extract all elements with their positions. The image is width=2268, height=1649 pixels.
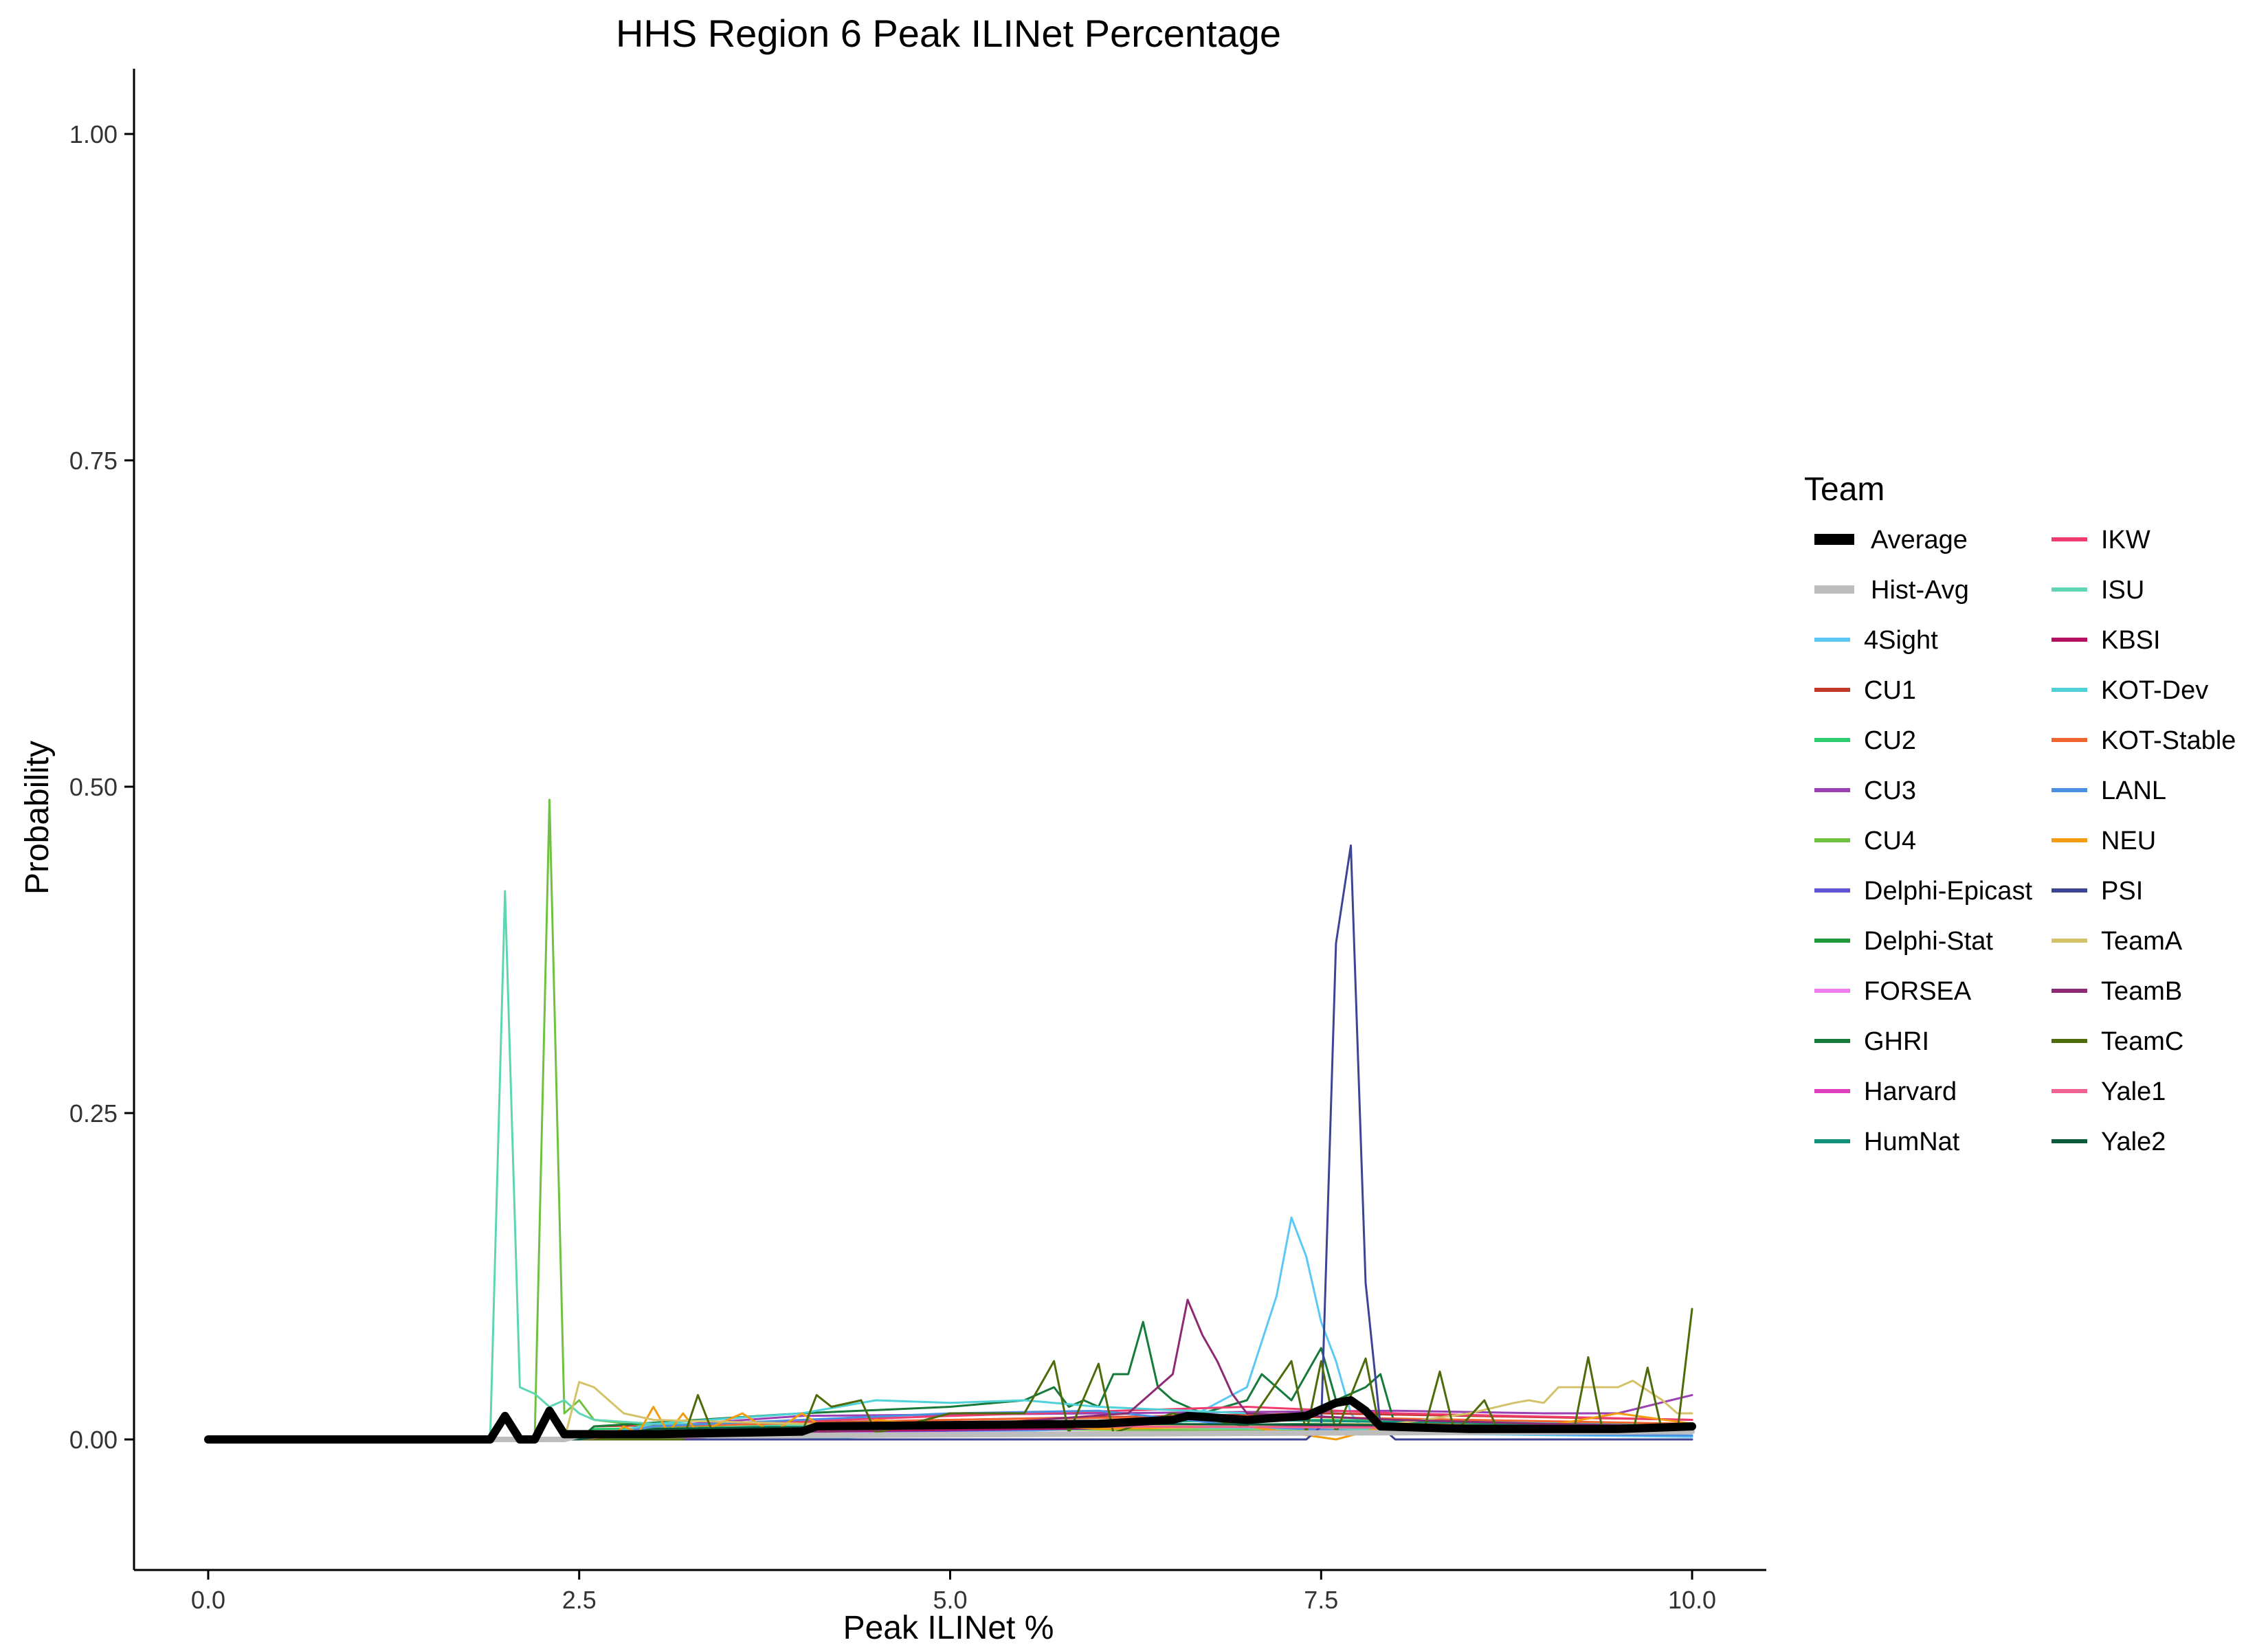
legend-label-ghri: GHRI (1864, 1027, 1929, 1056)
legend-label-hist-avg: Hist-Avg (1871, 576, 1969, 605)
legend: Team Average Hist-Avg 4Sight CU1 CU2 CU3 CU4 De… (1804, 471, 2236, 1156)
legend-label-cu3: CU3 (1864, 776, 1916, 805)
legend-label-kot-stable: KOT-Stable (2101, 726, 2236, 755)
legend-label-4sight: 4Sight (1864, 626, 1938, 655)
x-tick-label: 7.5 (1304, 1586, 1338, 1614)
legend-label-teamc: TeamC (2101, 1027, 2183, 1056)
y-tick-label: 0.00 (69, 1426, 118, 1454)
legend-label-humnat: HumNat (1864, 1128, 1960, 1156)
y-tick-label: 0.75 (69, 447, 118, 475)
legend-label-yale1: Yale1 (2101, 1077, 2166, 1106)
legend-label-teamb: TeamB (2101, 977, 2182, 1006)
legend-label-teama: TeamA (2101, 927, 2183, 956)
series-layer (204, 798, 1696, 1444)
legend-label-delphi-epicast: Delphi-Epicast (1864, 877, 2032, 906)
legend-label-ikw: IKW (2101, 526, 2150, 554)
y-tick-label: 0.50 (69, 773, 118, 801)
legend-items: Average Hist-Avg 4Sight CU1 CU2 CU3 CU4 Delphi-… (1814, 526, 2236, 1156)
y-tick-label: 1.00 (69, 120, 118, 148)
y-axis-ticks: 0.00 0.25 0.50 0.75 1.00 (69, 120, 134, 1454)
legend-label-delphi-stat: Delphi-Stat (1864, 927, 1993, 956)
series-line-teamb (207, 1299, 1693, 1441)
x-tick-label: 2.5 (562, 1586, 597, 1614)
x-tick-label: 10.0 (1668, 1586, 1716, 1614)
legend-label-isu: ISU (2101, 576, 2144, 605)
legend-label-kot-dev: KOT-Dev (2101, 676, 2208, 705)
legend-label-cu1: CU1 (1864, 676, 1916, 705)
series-line-cu4 (207, 798, 1693, 1441)
x-tick-label: 5.0 (933, 1586, 967, 1614)
series-line-average (204, 1396, 1696, 1444)
x-axis-ticks: 0.0 2.5 5.0 7.5 10.0 (191, 1570, 1716, 1614)
legend-label-psi: PSI (2101, 877, 2143, 906)
x-tick-label: 0.0 (191, 1586, 225, 1614)
chart-title: HHS Region 6 Peak ILINet Percentage (616, 12, 1281, 55)
legend-label-cu4: CU4 (1864, 827, 1916, 855)
legend-label-harvard: Harvard (1864, 1077, 1957, 1106)
series-line-teamc (207, 1308, 1693, 1441)
legend-label-lanl: LANL (2101, 776, 2166, 805)
y-axis-title: Probability (19, 741, 56, 895)
series-line-isu (207, 890, 1693, 1441)
legend-title: Team (1804, 471, 1885, 508)
legend-label-neu: NEU (2101, 827, 2156, 855)
series-line-ghri (207, 1321, 1693, 1441)
legend-label-kbsi: KBSI (2101, 626, 2161, 655)
plot-area: 0.0 2.5 5.0 7.5 10.0 0.00 0.25 0.50 0.75 1.00 (69, 69, 1766, 1614)
legend-label-forsea: FORSEA (1864, 977, 1972, 1006)
series-line-psi (207, 844, 1693, 1441)
x-axis-title: Peak ILINet % (843, 1610, 1054, 1646)
legend-label-average: Average (1871, 526, 1968, 554)
series-line-teama (207, 1380, 1693, 1441)
y-tick-label: 0.25 (69, 1099, 118, 1128)
legend-label-cu2: CU2 (1864, 726, 1916, 755)
legend-label-yale2: Yale2 (2101, 1128, 2166, 1156)
